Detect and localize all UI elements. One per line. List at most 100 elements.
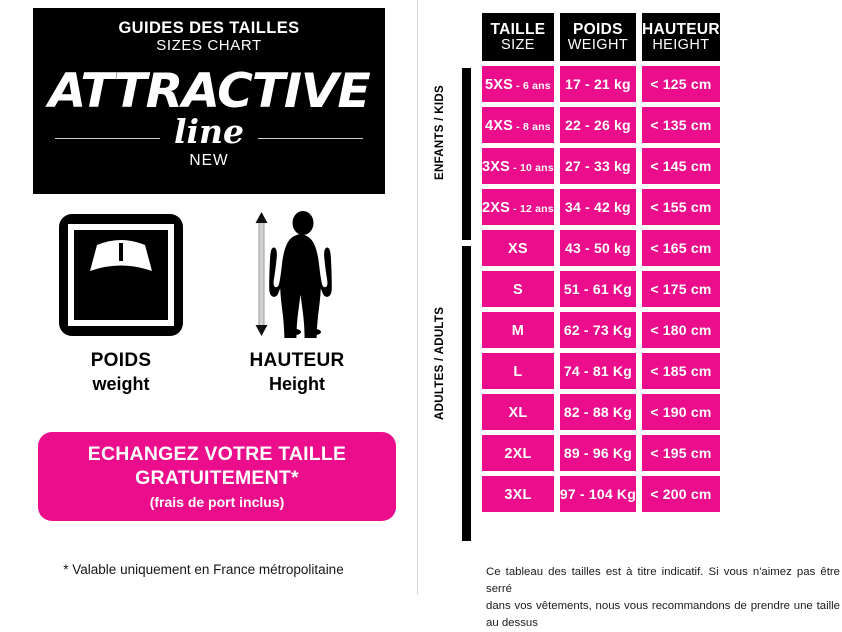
cell-size: XL xyxy=(482,394,554,430)
size-label: 2XS xyxy=(482,199,511,216)
human-body-height-icon xyxy=(209,210,385,338)
guide-title-en: SIZES CHART xyxy=(156,37,262,55)
cell-height: < 135 cm xyxy=(641,107,720,143)
size-label: XS xyxy=(508,240,528,257)
size-table-wrapper: ENFANTS / KIDS ADULTES / ADULTS TAILLE S… xyxy=(428,8,842,629)
header-height-en: HEIGHT xyxy=(652,36,710,53)
category-label-adults: ADULTES / ADULTS xyxy=(434,306,446,420)
height-caption-en: Height xyxy=(269,374,325,394)
cell-weight: 17 - 21 kg xyxy=(559,66,636,102)
free-exchange-promo-box: ECHANGEZ VOTRE TAILLE GRATUITEMENT* (fra… xyxy=(38,432,396,521)
table-row: 5XS - 6 ans 17 - 21 kg < 125 cm xyxy=(482,66,720,102)
size-age-label: - 12 ans xyxy=(510,202,554,215)
brand-script-word: line xyxy=(159,112,259,151)
size-age-label: - 10 ans xyxy=(510,161,554,174)
cell-weight: 97 - 104 Kg xyxy=(559,476,636,512)
cell-height: < 125 cm xyxy=(641,66,720,102)
table-disclaimer: Ce tableau des tailles est à titre indic… xyxy=(486,564,840,632)
cell-size: 2XS - 12 ans xyxy=(482,189,554,225)
size-label: L xyxy=(513,363,523,380)
cell-weight: 34 - 42 kg xyxy=(559,189,636,225)
weight-caption-en: weight xyxy=(92,374,150,394)
cell-weight: 27 - 33 kg xyxy=(559,148,636,184)
weight-caption-fr: POIDS xyxy=(90,350,152,371)
cell-weight: 43 - 50 kg xyxy=(559,230,636,266)
cell-height: < 200 cm xyxy=(641,476,720,512)
weight-icon-column: POIDS weight xyxy=(33,210,209,400)
table-row: 2XL 89 - 96 Kg < 195 cm xyxy=(482,435,720,471)
size-table-head: TAILLE SIZE POIDS WEIGHT HAUTEUR HEIGHT xyxy=(482,13,720,61)
cell-height: < 180 cm xyxy=(641,312,720,348)
size-label: 3XS xyxy=(482,158,511,175)
cell-weight: 74 - 81 Kg xyxy=(559,353,636,389)
size-age-label: - 8 ans xyxy=(513,120,551,133)
header-weight-en: WEIGHT xyxy=(567,36,629,53)
size-label: M xyxy=(511,322,525,339)
adults-category-bar xyxy=(462,246,471,541)
cell-height: < 185 cm xyxy=(641,353,720,389)
table-row: 3XS - 10 ans 27 - 33 kg < 145 cm xyxy=(482,148,720,184)
table-row: M 62 - 73 Kg < 180 cm xyxy=(482,312,720,348)
brand-header-block: GUIDES DES TAILLES SIZES CHART ATTRACTIV… xyxy=(33,8,385,194)
height-icon-column: HAUTEUR Height xyxy=(209,210,385,400)
table-row: XS 43 - 50 kg < 165 cm xyxy=(482,230,720,266)
brand-new-tag: NEW xyxy=(189,151,229,169)
column-header-size: TAILLE SIZE xyxy=(482,13,554,61)
cell-weight: 22 - 26 kg xyxy=(559,107,636,143)
cell-size: 5XS - 6 ans xyxy=(482,66,554,102)
cell-size: M xyxy=(482,312,554,348)
size-label: 3XL xyxy=(504,486,532,503)
table-disclaimer-line-1: Ce tableau des tailles est à titre indic… xyxy=(486,566,840,596)
table-row: 2XS - 12 ans 34 - 42 kg < 155 cm xyxy=(482,189,720,225)
cell-size: S xyxy=(482,271,554,307)
cell-weight: 82 - 88 Kg xyxy=(559,394,636,430)
human-silhouette xyxy=(269,211,332,338)
header-size-en: SIZE xyxy=(501,36,535,53)
size-age-label: - 6 ans xyxy=(513,79,551,92)
cell-size: L xyxy=(482,353,554,389)
table-row: XL 82 - 88 Kg < 190 cm xyxy=(482,394,720,430)
kids-rows-body: 5XS - 6 ans 17 - 21 kg < 125 cm 4XS - 8 ans… xyxy=(482,66,720,225)
category-label-kids: ENFANTS / KIDS xyxy=(434,85,446,180)
brand-name: ATTRACTIVE xyxy=(48,63,370,119)
header-weight-fr: POIDS xyxy=(573,20,623,38)
promo-subtext: (frais de port inclus) xyxy=(149,493,285,510)
left-panel: GUIDES DES TAILLES SIZES CHART ATTRACTIV… xyxy=(0,0,418,595)
cell-size: 2XL xyxy=(482,435,554,471)
cell-weight: 62 - 73 Kg xyxy=(559,312,636,348)
table-row: 3XL 97 - 104 Kg < 200 cm xyxy=(482,476,720,512)
header-height-fr: HAUTEUR xyxy=(641,20,720,38)
cell-weight: 89 - 96 Kg xyxy=(559,435,636,471)
size-label: 2XL xyxy=(504,445,532,462)
height-arrow xyxy=(255,212,268,336)
cell-size: 3XL xyxy=(482,476,554,512)
size-label: 4XS xyxy=(485,117,514,134)
cell-weight: 51 - 61 Kg xyxy=(559,271,636,307)
column-header-height: HAUTEUR HEIGHT xyxy=(641,13,720,61)
cell-height: < 155 cm xyxy=(641,189,720,225)
header-size-fr: TAILLE xyxy=(490,20,546,38)
size-label: S xyxy=(512,281,523,298)
size-label: 5XS xyxy=(485,76,514,93)
measure-icons-row: POIDS weight xyxy=(33,210,385,400)
table-row: L 74 - 81 Kg < 185 cm xyxy=(482,353,720,389)
promo-line-2: GRATUITEMENT* xyxy=(135,466,299,489)
right-panel: ENFANTS / KIDS ADULTES / ADULTS TAILLE S… xyxy=(418,0,842,629)
brand-script-row: line xyxy=(33,112,385,151)
cell-height: < 190 cm xyxy=(641,394,720,430)
table-header-row: TAILLE SIZE POIDS WEIGHT HAUTEUR HEIGHT xyxy=(482,13,720,61)
cell-size: XS xyxy=(482,230,554,266)
column-header-weight: POIDS WEIGHT xyxy=(559,13,636,61)
france-disclaimer: * Valable uniquement en France métropoli… xyxy=(63,562,344,577)
size-label: XL xyxy=(508,404,528,421)
cell-height: < 145 cm xyxy=(641,148,720,184)
table-row: S 51 - 61 Kg < 175 cm xyxy=(482,271,720,307)
promo-line-1: ECHANGEZ VOTRE TAILLE xyxy=(87,443,347,465)
cell-height: < 165 cm xyxy=(641,230,720,266)
cell-size: 3XS - 10 ans xyxy=(482,148,554,184)
cell-height: < 195 cm xyxy=(641,435,720,471)
table-disclaimer-line-2: dans vos vêtements, nous vous recommando… xyxy=(486,600,840,630)
height-caption-fr: HAUTEUR xyxy=(249,350,345,371)
bathroom-scale-icon xyxy=(33,210,209,338)
